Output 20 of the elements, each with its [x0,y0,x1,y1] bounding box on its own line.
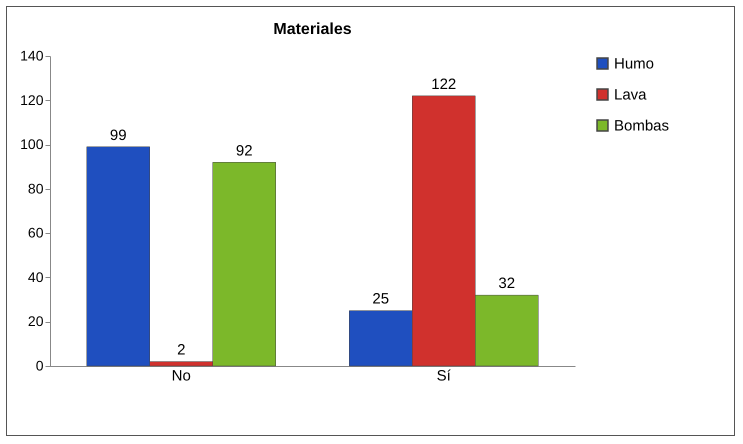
chart-title: Materiales [273,21,352,38]
data-label: 122 [431,76,456,93]
y-tick-label: 100 [20,136,44,152]
y-tick-label: 0 [36,358,44,374]
data-label: 2 [177,342,186,359]
x-tick-label: Sí [436,368,452,384]
legend-label: Bombas [614,118,670,134]
legend-label: Humo [614,56,654,72]
x-tick-label: No [172,368,191,384]
y-tick-label: 20 [28,313,44,330]
y-tick-label: 80 [28,180,44,196]
data-label: 92 [236,142,253,160]
data-label: 99 [110,126,127,144]
data-label: 32 [498,275,516,292]
data-label: 25 [372,290,390,308]
y-tick-label: 120 [20,92,44,108]
y-tick-label: 40 [28,268,44,285]
legend-label: Lava [614,86,648,104]
y-tick-label: 60 [28,224,44,241]
y-tick-label: 140 [20,48,44,64]
